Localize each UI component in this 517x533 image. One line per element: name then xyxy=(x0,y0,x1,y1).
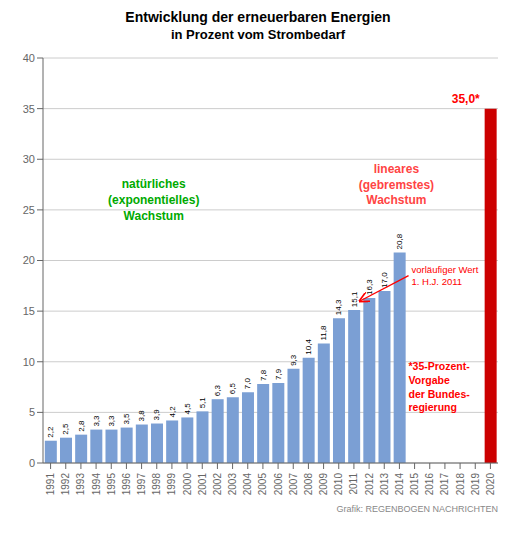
svg-text:2008: 2008 xyxy=(303,473,314,496)
svg-text:1998: 1998 xyxy=(151,473,162,496)
svg-text:1996: 1996 xyxy=(121,473,132,496)
svg-text:2005: 2005 xyxy=(257,473,268,496)
svg-text:2,2: 2,2 xyxy=(46,426,55,438)
svg-text:1993: 1993 xyxy=(75,473,86,496)
svg-text:1991: 1991 xyxy=(45,473,56,496)
html-text:Grafik: REGENBOGEN NACHRICHTEN: Grafik: REGENBOGEN NACHRICHTEN xyxy=(336,504,498,514)
svg-text:20: 20 xyxy=(23,254,35,266)
svg-text:2010: 2010 xyxy=(333,473,344,496)
svg-text:2019: 2019 xyxy=(470,473,481,496)
svg-text:1994: 1994 xyxy=(91,473,102,496)
svg-text:25: 25 xyxy=(23,204,35,216)
svg-text:35: 35 xyxy=(23,103,35,115)
svg-text:15: 15 xyxy=(23,305,35,317)
svg-text:5,1: 5,1 xyxy=(198,397,207,409)
svg-text:2006: 2006 xyxy=(273,473,284,496)
svg-text:2012: 2012 xyxy=(364,473,375,496)
svg-text:7,0: 7,0 xyxy=(243,377,252,389)
svg-text:2001: 2001 xyxy=(197,473,208,496)
svg-text:2003: 2003 xyxy=(227,473,238,496)
svg-text:3,8: 3,8 xyxy=(137,410,146,422)
svg-text:20,8: 20,8 xyxy=(395,233,404,249)
svg-text:7,8: 7,8 xyxy=(259,369,268,381)
svg-text:2016: 2016 xyxy=(424,473,435,496)
svg-text:2014: 2014 xyxy=(394,473,405,496)
svg-text:2013: 2013 xyxy=(379,473,390,496)
svg-text:2,8: 2,8 xyxy=(77,420,86,432)
svg-text:6,5: 6,5 xyxy=(228,383,237,395)
svg-text:natürliches(exponentielles)Wac: natürliches(exponentielles)Wachstum xyxy=(108,177,199,222)
svg-text:2004: 2004 xyxy=(242,473,253,496)
svg-text:2011: 2011 xyxy=(348,473,359,495)
svg-text:1997: 1997 xyxy=(136,473,147,496)
svg-text:14,3: 14,3 xyxy=(334,299,343,315)
svg-text:40: 40 xyxy=(23,52,35,64)
svg-text:2018: 2018 xyxy=(455,473,466,496)
svg-text:2015: 2015 xyxy=(409,473,420,496)
svg-text:2020: 2020 xyxy=(485,473,496,496)
svg-text:2017: 2017 xyxy=(439,473,450,496)
svg-text:17,0: 17,0 xyxy=(380,272,389,288)
svg-text:5: 5 xyxy=(29,406,35,418)
svg-text:1995: 1995 xyxy=(106,473,117,496)
svg-text:9,3: 9,3 xyxy=(289,354,298,366)
svg-text:2007: 2007 xyxy=(288,473,299,496)
svg-text:1992: 1992 xyxy=(60,473,71,496)
svg-text:10: 10 xyxy=(23,356,35,368)
svg-text:10,4: 10,4 xyxy=(304,339,313,355)
svg-text:3,9: 3,9 xyxy=(152,409,161,421)
svg-text:3,5: 3,5 xyxy=(122,413,131,425)
svg-text:11,8: 11,8 xyxy=(319,325,328,341)
svg-text:1999: 1999 xyxy=(166,473,177,496)
svg-text:vorläufiger Wert1. H.J. 2011: vorläufiger Wert1. H.J. 2011 xyxy=(412,264,479,287)
svg-text:6,3: 6,3 xyxy=(213,385,222,397)
svg-text:2009: 2009 xyxy=(318,473,329,496)
svg-text:2,5: 2,5 xyxy=(61,423,70,435)
svg-text:15,1: 15,1 xyxy=(350,291,359,307)
svg-text:lineares(gebremstes)Wachstum: lineares(gebremstes)Wachstum xyxy=(359,162,434,207)
svg-text:2002: 2002 xyxy=(212,473,223,496)
svg-text:4,2: 4,2 xyxy=(168,406,177,418)
svg-text:30: 30 xyxy=(23,153,35,165)
svg-text:7,9: 7,9 xyxy=(274,368,283,380)
svg-text:0: 0 xyxy=(29,457,35,469)
html-text:in Prozent vom Strombedarf: in Prozent vom Strombedarf xyxy=(171,27,345,42)
svg-text:*35-Prozent-Vorgabeder Bundes-: *35-Prozent-Vorgabeder Bundes-regierung xyxy=(409,360,471,413)
html-text:Entwicklung der erneuerbaren E: Entwicklung der erneuerbaren Energien xyxy=(125,9,391,25)
svg-text:35,0*: 35,0* xyxy=(452,92,480,106)
svg-text:4,5: 4,5 xyxy=(183,403,192,415)
svg-text:3,3: 3,3 xyxy=(92,415,101,427)
svg-text:2000: 2000 xyxy=(182,473,193,496)
svg-text:16,3: 16,3 xyxy=(365,279,374,295)
svg-text:3,3: 3,3 xyxy=(107,415,116,427)
